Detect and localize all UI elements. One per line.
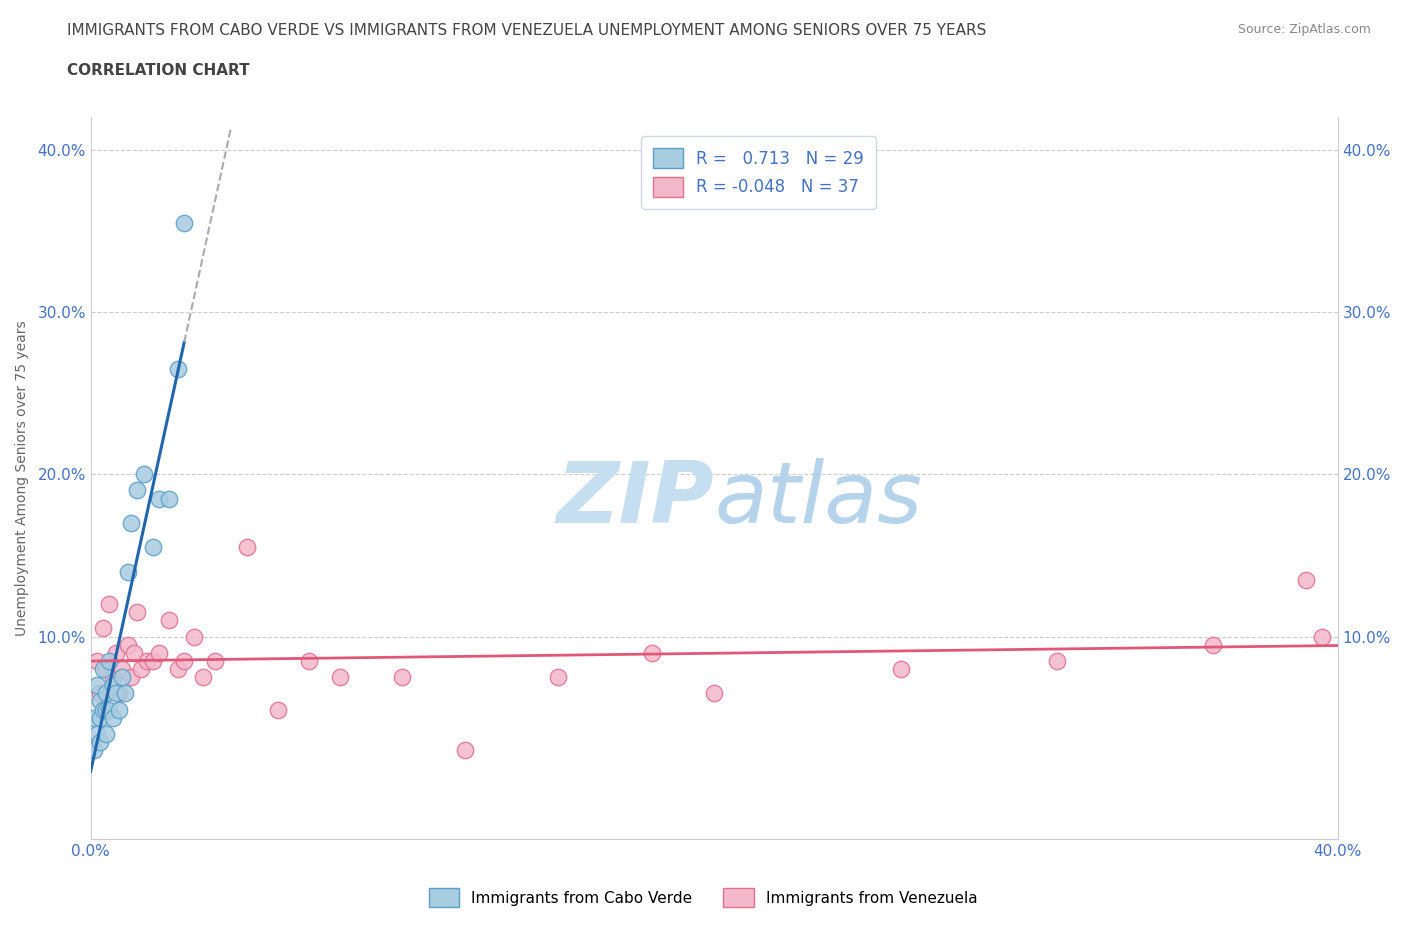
Point (127, 483, 149, 498)
Point (120, 515, 142, 530)
Text: CORRELATION CHART: CORRELATION CHART (67, 63, 250, 78)
Point (167, 362, 190, 377)
Point (703, 685, 725, 700)
Point (83, 711, 105, 725)
Point (132, 467, 155, 482)
Point (391, 670, 413, 684)
Point (101, 711, 124, 725)
Point (86, 654, 108, 669)
Point (148, 491, 170, 506)
Point (173, 654, 195, 669)
Point (1046, 654, 1069, 669)
Point (91, 702, 114, 717)
Point (89, 685, 111, 700)
Point (91, 661, 114, 676)
Point (124, 645, 146, 660)
Point (1295, 572, 1317, 587)
Point (167, 661, 190, 676)
Point (91, 621, 114, 636)
Point (329, 670, 352, 684)
Point (267, 702, 290, 717)
Point (86, 726, 108, 741)
Text: atlas: atlas (714, 458, 922, 541)
Point (148, 645, 170, 660)
Point (96, 661, 118, 676)
Point (89, 735, 111, 750)
Text: IMMIGRANTS FROM CABO VERDE VS IMMIGRANTS FROM VENEZUELA UNEMPLOYMENT AMONG SENIO: IMMIGRANTS FROM CABO VERDE VS IMMIGRANTS… (67, 23, 987, 38)
Point (454, 743, 477, 758)
Point (98, 702, 121, 717)
Point (111, 670, 134, 684)
Point (298, 654, 321, 669)
Point (111, 661, 134, 676)
Legend: R =   0.713   N = 29, R = -0.048   N = 37: R = 0.713 N = 29, R = -0.048 N = 37 (641, 137, 876, 209)
Point (89, 694, 111, 709)
Point (83, 743, 105, 758)
Point (142, 539, 165, 554)
Legend: Immigrants from Cabo Verde, Immigrants from Venezuela: Immigrants from Cabo Verde, Immigrants f… (422, 883, 984, 913)
Point (183, 629, 205, 644)
Point (107, 685, 129, 700)
Point (890, 661, 912, 676)
Point (129, 661, 152, 676)
Y-axis label: Unemployment Among Seniors over 75 years: Unemployment Among Seniors over 75 years (15, 321, 30, 636)
Point (127, 604, 149, 619)
Point (117, 565, 139, 579)
Point (96, 685, 118, 700)
Point (1202, 637, 1225, 652)
Point (135, 654, 157, 669)
Point (157, 491, 180, 506)
Point (107, 702, 129, 717)
Point (89, 711, 111, 725)
Point (98, 654, 121, 669)
Point (98, 597, 121, 612)
Point (96, 726, 118, 741)
Point (101, 678, 124, 693)
Point (235, 539, 257, 554)
Point (191, 670, 214, 684)
Point (157, 613, 180, 628)
Point (104, 645, 127, 660)
Point (101, 670, 124, 684)
Point (117, 637, 139, 652)
Point (104, 685, 127, 700)
Point (96, 702, 118, 717)
Point (173, 216, 195, 231)
Point (204, 654, 226, 669)
Point (120, 670, 142, 684)
Point (86, 678, 108, 693)
Point (114, 685, 136, 700)
Text: ZIP: ZIP (557, 458, 714, 541)
Point (641, 645, 664, 660)
Point (547, 670, 569, 684)
Point (1310, 629, 1333, 644)
Text: Source: ZipAtlas.com: Source: ZipAtlas.com (1237, 23, 1371, 36)
Point (142, 654, 165, 669)
